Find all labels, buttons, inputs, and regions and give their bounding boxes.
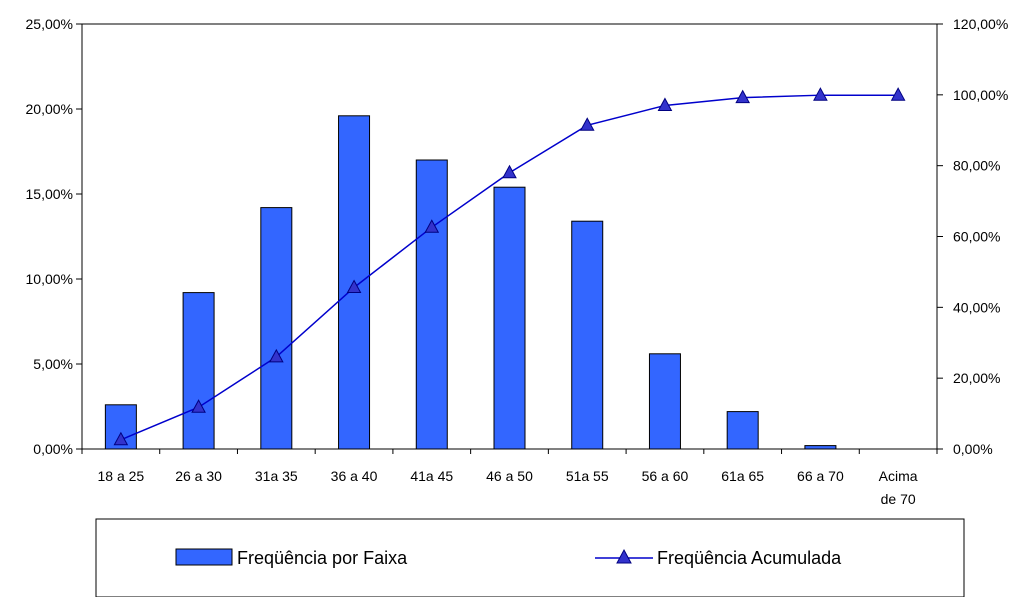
x-axis-tick-label: 46 a 50 [486, 468, 533, 484]
legend-label-line: Freqüência Acumulada [657, 548, 842, 568]
x-axis-tick-label: 41a 45 [410, 468, 453, 484]
line-marker [579, 117, 595, 131]
bar [726, 411, 759, 450]
bar [415, 159, 448, 450]
x-axis-tick-label: 26 a 30 [175, 468, 222, 484]
bar [182, 292, 215, 450]
x-axis-tick-label: 51a 55 [566, 468, 609, 484]
x-axis-tick-label: Acima [879, 468, 918, 484]
left-axis-tick-label: 25,00% [26, 16, 73, 32]
right-axis-tick-label: 40,00% [953, 299, 1000, 315]
right-axis-tick-label: 0,00% [953, 441, 993, 457]
line-marker [346, 279, 362, 293]
line-marker [113, 431, 129, 446]
legend-box [95, 518, 965, 597]
bar [804, 445, 837, 450]
plot-area: 0,00% 5,00% 10,00% 15,00% 20,00% 25,00% 0,00% 2… [26, 16, 1009, 507]
x-axis-tick-label: 18 a 25 [98, 468, 145, 484]
x-axis-tick-label: 36 a 40 [331, 468, 378, 484]
line-marker [657, 97, 673, 111]
line-marker [813, 87, 828, 101]
right-axis-tick-label: 60,00% [953, 229, 1000, 245]
right-axis-tick-label: 100,00% [953, 87, 1008, 103]
right-axis-tick-label: 80,00% [953, 158, 1000, 174]
left-axis-tick-label: 0,00% [33, 441, 73, 457]
line-marker [424, 219, 440, 233]
line-marker [502, 164, 517, 179]
left-axis-tick-label: 5,00% [33, 356, 73, 372]
right-axis-tick-label: 120,00% [953, 16, 1008, 32]
x-axis-tick-label: 66 a 70 [797, 468, 844, 484]
legend: Freqüência por Faixa Freqüência Acumulad… [95, 518, 965, 597]
left-axis-tick-label: 15,00% [26, 186, 73, 202]
legend-bar-swatch [175, 548, 233, 566]
x-axis-tick-label: 56 a 60 [642, 468, 689, 484]
legend-label-bars: Freqüência por Faixa [237, 548, 408, 568]
x-axis-tick-label: 61a 65 [721, 468, 764, 484]
line-marker [735, 89, 751, 104]
line-marker [191, 399, 206, 413]
bar [571, 220, 604, 450]
right-axis-tick-label: 20,00% [953, 370, 1000, 386]
left-axis-tick-label: 10,00% [26, 271, 73, 287]
line-marker [268, 348, 284, 363]
left-axis-tick-label: 20,00% [26, 101, 73, 117]
bar [260, 207, 293, 450]
legend-triangle-marker [616, 548, 632, 564]
x-axis-tick-label: 31a 35 [255, 468, 298, 484]
bar [493, 186, 526, 450]
bar [648, 353, 681, 450]
x-axis-tick-label: de 70 [881, 491, 916, 507]
line-marker [890, 87, 906, 101]
